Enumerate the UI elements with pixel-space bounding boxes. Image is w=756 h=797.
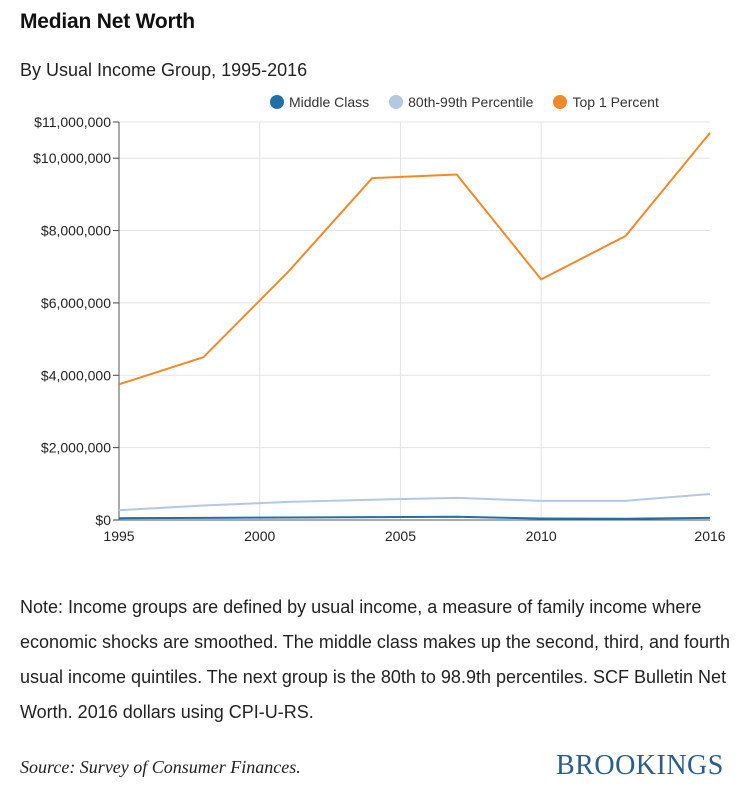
- chart-source: Source: Survey of Consumer Finances.: [20, 757, 301, 777]
- y-tick-label: $0: [95, 512, 111, 528]
- legend-swatch: [270, 95, 284, 109]
- x-tick-label: 2016: [694, 528, 725, 544]
- legend-swatch: [553, 95, 568, 109]
- y-tick-label: $8,000,000: [41, 223, 111, 239]
- legend-label: 80th-99th Percentile: [408, 94, 534, 110]
- series-line-middle-class[interactable]: [118, 515, 711, 520]
- chart-note: Note: Income groups are defined by usual…: [20, 597, 731, 722]
- x-tick-label: 2005: [385, 528, 416, 544]
- legend-label: Top 1 Percent: [572, 94, 659, 110]
- legend-label: Middle Class: [289, 94, 370, 110]
- x-tick-label: 2010: [526, 528, 557, 544]
- x-tick-label: 2000: [244, 528, 275, 544]
- chart-legend: Middle Class 80th-99th Percentile Top 1 …: [270, 94, 659, 110]
- y-tick-label: $10,000,000: [33, 150, 111, 166]
- brookings-logo: BROOKINGS: [556, 750, 724, 781]
- chart-title: Median Net Worth: [20, 10, 195, 33]
- legend-item-middle-class[interactable]: Middle Class: [270, 94, 369, 110]
- x-tick-label: 1995: [103, 528, 134, 544]
- series-line-80th-99th-percentile[interactable]: [118, 492, 711, 512]
- legend-item-80th-99th[interactable]: 80th-99th Percentile: [389, 94, 533, 110]
- chart-grid: [119, 121, 710, 520]
- line-chart: $0 $2,000,000 $4,000,000 $6,000,000 $8,000,0…: [33, 114, 726, 544]
- y-tick-label: $4,000,000: [41, 367, 111, 383]
- y-tick-label: $11,000,000: [34, 114, 111, 130]
- y-tick-label: $6,000,000: [41, 295, 111, 311]
- series-line-top-1-percent[interactable]: [118, 132, 711, 386]
- y-tick-label: $2,000,000: [41, 440, 111, 456]
- legend-item-top-1-percent[interactable]: Top 1 Percent: [553, 94, 659, 110]
- chart-axes: $0 $2,000,000 $4,000,000 $6,000,000 $8,000,0…: [33, 114, 726, 544]
- chart-subtitle: By Usual Income Group, 1995-2016: [20, 60, 308, 80]
- legend-swatch: [389, 95, 404, 109]
- chart-series: [118, 132, 711, 520]
